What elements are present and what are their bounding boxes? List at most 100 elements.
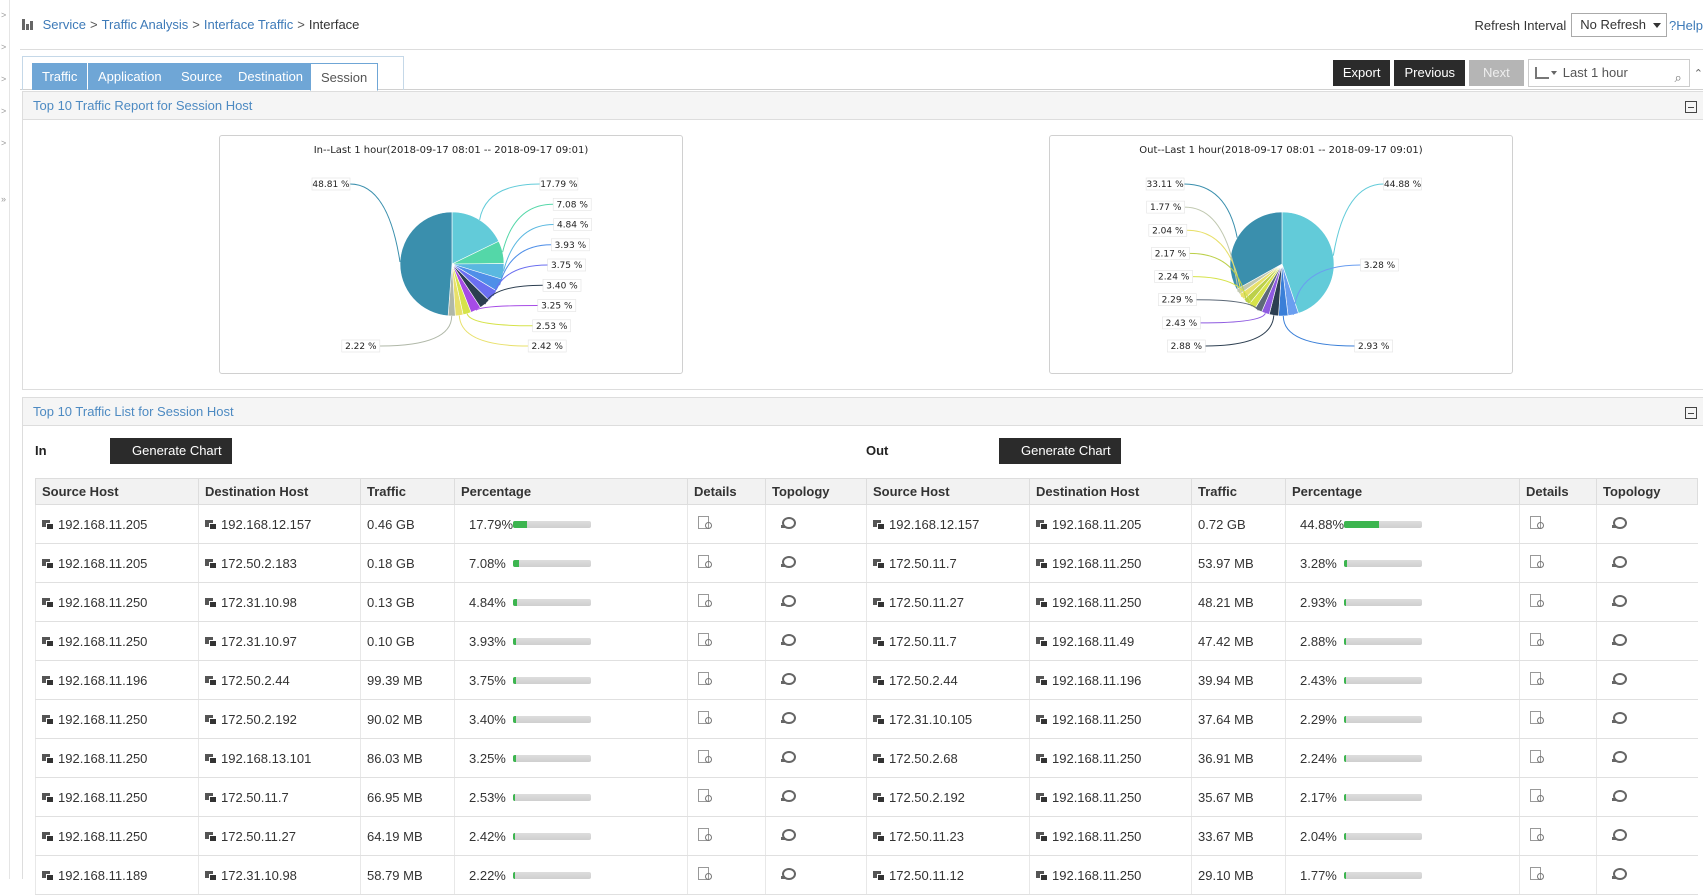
details-icon[interactable] [698, 672, 712, 685]
col-destination-host[interactable]: Destination Host [1030, 479, 1192, 505]
details-icon[interactable] [698, 750, 712, 763]
generate-chart-out-button[interactable]: Generate Chart [999, 438, 1121, 464]
source-host[interactable]: 192.168.11.205 [58, 517, 147, 532]
breadcrumb-traffic-analysis[interactable]: Traffic Analysis [102, 17, 189, 32]
details-icon[interactable] [1530, 828, 1544, 841]
topology-icon[interactable] [1611, 750, 1626, 763]
details-icon[interactable] [698, 633, 712, 646]
details-icon[interactable] [1530, 867, 1544, 880]
topology-icon[interactable] [1611, 594, 1626, 607]
source-host[interactable]: 192.168.11.250 [58, 790, 147, 805]
col-destination-host[interactable]: Destination Host [199, 479, 361, 505]
col-traffic[interactable]: Traffic [361, 479, 455, 505]
source-host[interactable]: 172.50.2.192 [889, 790, 965, 805]
destination-host[interactable]: 172.50.11.27 [221, 829, 296, 844]
breadcrumb-service[interactable]: Service [43, 17, 86, 32]
source-host[interactable]: 172.50.2.68 [889, 751, 958, 766]
details-icon[interactable] [698, 594, 712, 607]
chevron-right-icon[interactable]: > [1, 10, 6, 20]
collapse-report-button[interactable] [1685, 101, 1697, 113]
chevron-right-icon[interactable]: > [1, 42, 6, 52]
export-button[interactable]: Export [1333, 60, 1391, 86]
source-host[interactable]: 192.168.11.189 [58, 868, 147, 883]
destination-host[interactable]: 192.168.11.250 [1052, 868, 1141, 883]
tab-destination[interactable]: Destination [228, 63, 313, 90]
topology-icon[interactable] [780, 633, 795, 646]
source-host[interactable]: 172.50.2.44 [889, 673, 958, 688]
topology-icon[interactable] [1611, 633, 1626, 646]
source-host[interactable]: 192.168.11.250 [58, 751, 147, 766]
chevron-right-icon[interactable]: > [1, 106, 6, 116]
generate-chart-in-button[interactable]: Generate Chart [110, 438, 232, 464]
details-icon[interactable] [1530, 633, 1544, 646]
details-icon[interactable] [1530, 594, 1544, 607]
source-host[interactable]: 192.168.11.250 [58, 712, 147, 727]
destination-host[interactable]: 172.50.2.44 [221, 673, 290, 688]
destination-host[interactable]: 172.31.10.98 [221, 595, 297, 610]
col-percentage[interactable]: Percentage [455, 479, 688, 505]
details-icon[interactable] [1530, 555, 1544, 568]
topology-icon[interactable] [1611, 828, 1626, 841]
search-icon[interactable]: ⌕ [1675, 65, 1682, 91]
source-host[interactable]: 172.50.11.27 [889, 595, 964, 610]
col-source-host[interactable]: Source Host [36, 479, 199, 505]
destination-host[interactable]: 172.50.2.183 [221, 556, 297, 571]
col-percentage[interactable]: Percentage [1286, 479, 1520, 505]
destination-host[interactable]: 192.168.11.250 [1052, 595, 1141, 610]
left-rail[interactable]: > > > > > » [0, 0, 10, 879]
source-host[interactable]: 192.168.11.250 [58, 634, 147, 649]
source-host[interactable]: 172.50.11.23 [889, 829, 964, 844]
destination-host[interactable]: 172.31.10.97 [221, 634, 297, 649]
topology-icon[interactable] [780, 750, 795, 763]
expand-menu-icon[interactable]: » [1, 194, 6, 204]
source-host[interactable]: 172.31.10.105 [889, 712, 972, 727]
pie-slice[interactable] [400, 212, 452, 316]
breadcrumb-interface-traffic[interactable]: Interface Traffic [204, 17, 293, 32]
destination-host[interactable]: 192.168.11.250 [1052, 556, 1141, 571]
tab-application[interactable]: Application [88, 63, 172, 90]
destination-host[interactable]: 192.168.11.250 [1052, 751, 1141, 766]
details-icon[interactable] [1530, 789, 1544, 802]
destination-host[interactable]: 192.168.13.101 [221, 751, 311, 766]
topology-icon[interactable] [780, 789, 795, 802]
details-icon[interactable] [1530, 516, 1544, 529]
destination-host[interactable]: 192.168.11.205 [1052, 517, 1141, 532]
tab-source[interactable]: Source [171, 63, 232, 90]
topology-icon[interactable] [1611, 711, 1626, 724]
source-host[interactable]: 192.168.11.196 [58, 673, 147, 688]
topology-icon[interactable] [780, 516, 795, 529]
destination-host[interactable]: 192.168.11.250 [1052, 790, 1141, 805]
details-icon[interactable] [698, 867, 712, 880]
topology-icon[interactable] [780, 867, 795, 880]
details-icon[interactable] [698, 711, 712, 724]
destination-host[interactable]: 192.168.11.250 [1052, 829, 1141, 844]
destination-host[interactable]: 172.31.10.98 [221, 868, 297, 883]
tab-session[interactable]: Session [310, 63, 378, 91]
details-icon[interactable] [1530, 711, 1544, 724]
previous-button[interactable]: Previous [1394, 60, 1465, 86]
tab-traffic[interactable]: Traffic [32, 63, 87, 90]
col-traffic[interactable]: Traffic [1192, 479, 1286, 505]
topology-icon[interactable] [780, 555, 795, 568]
destination-host[interactable]: 172.50.2.192 [221, 712, 297, 727]
collapse-list-button[interactable] [1685, 407, 1697, 419]
details-icon[interactable] [1530, 750, 1544, 763]
time-range-select[interactable]: Last 1 hour ⌕ [1528, 59, 1690, 87]
source-host[interactable]: 192.168.12.157 [889, 517, 979, 532]
